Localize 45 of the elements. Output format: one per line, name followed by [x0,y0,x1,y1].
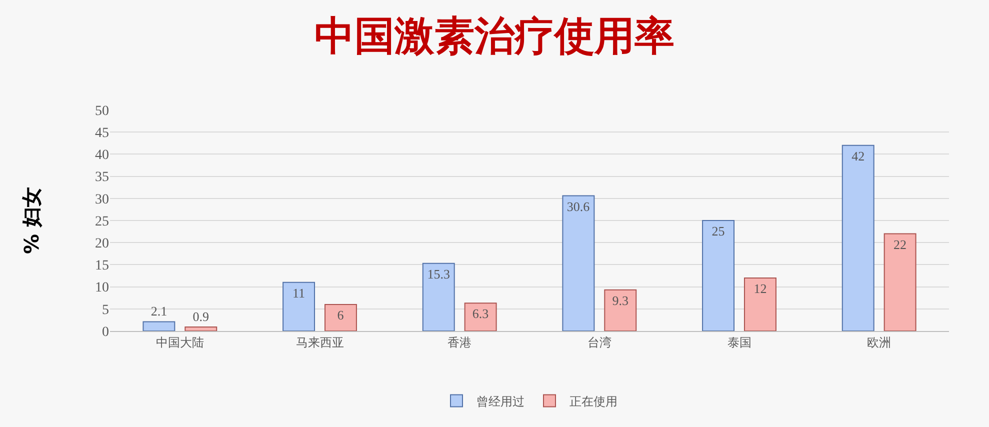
bar [282,282,316,331]
data-label: 2.1 [150,304,168,319]
chart-title: 中国激素治疗使用率 [314,13,674,60]
data-label: 15.3 [427,266,450,282]
bar [702,220,735,331]
data-label: 42 [852,148,865,164]
x-tick-label: 香港 [448,335,472,350]
bar [324,304,357,331]
legend-label: 正在使用 [570,394,618,408]
data-label: 6 [337,307,344,322]
bar [422,262,455,331]
data-label: 12 [754,280,767,296]
y-tick-label: 0 [102,324,109,340]
data-label: 30.6 [566,198,590,214]
y-tick-label: 50 [95,104,109,119]
y-tick-label: 30 [95,192,109,208]
y-tick-label: 5 [102,302,109,318]
y-axis-title: % 妇女 [20,186,44,254]
y-tick-label: 40 [95,148,109,164]
data-label: 22 [894,236,907,252]
data-label: 9.3 [612,292,629,308]
y-tick-label: 25 [95,214,109,230]
bar [842,144,874,331]
y-tick-label: 35 [95,170,109,186]
bar [184,326,218,331]
data-label: 0.9 [192,309,210,324]
bar [142,321,176,331]
bar [744,277,776,331]
y-tick-label: 10 [95,280,109,296]
y-tick-label: 20 [95,236,109,252]
x-tick-label: 欧洲 [867,335,892,350]
bar [562,195,595,331]
x-tick-label: 泰国 [727,335,752,350]
bar [604,289,637,331]
y-tick-label: 15 [95,258,109,274]
bar [464,302,497,331]
data-label: 6.3 [472,306,489,322]
x-tick-label: 中国大陆 [156,335,204,350]
bar [884,233,916,331]
y-tick-label: 45 [95,126,109,141]
data-label: 11 [292,285,306,300]
legend-label: 曾经用过 [476,394,524,408]
x-tick-label: 马来西亚 [296,335,344,350]
data-label: 25 [712,224,725,238]
x-tick-label: 台湾 [587,335,612,350]
